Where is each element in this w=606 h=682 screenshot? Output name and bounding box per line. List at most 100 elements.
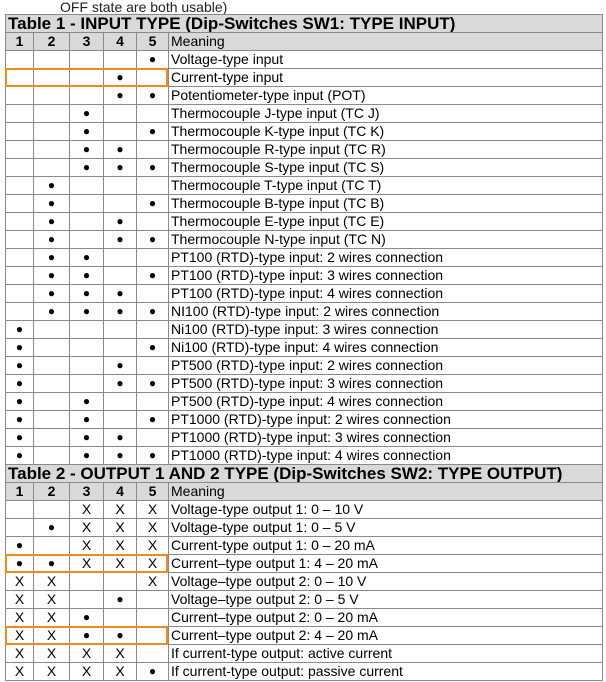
table-row: ● ● PT500 (RTD)-type input: 4 wires connec… (5, 392, 604, 411)
meaning-cell: Thermocouple R-type input (TC R) (167, 140, 604, 159)
meaning-cell: Current–type output 2: 0 – 20 mA (167, 608, 604, 627)
switch-4-cell: ● (103, 446, 137, 465)
switch-4-cell: X (103, 644, 137, 663)
switch-4-cell (103, 266, 137, 285)
table-title: Table 2 - OUTPUT 1 AND 2 TYPE (Dip-Switc… (4, 464, 604, 483)
switch-5-cell: ● (136, 158, 169, 177)
meaning-cell: PT100 (RTD)-type input: 3 wires connecti… (167, 266, 604, 285)
switch-1-cell: ● (5, 338, 34, 357)
meaning-cell: Current–type output 1: 4 – 20 mA (167, 554, 604, 573)
switch-5-cell: ● (136, 302, 169, 321)
switch-2-cell: ● (33, 248, 70, 267)
switch-3-cell (69, 338, 104, 357)
switch-5-cell (136, 356, 169, 375)
switch-3-cell: X (69, 536, 104, 555)
column-header: 2 (33, 32, 70, 51)
switch-1-cell (5, 140, 34, 159)
switch-2-cell: ● (33, 176, 70, 195)
switch-1-cell (5, 518, 34, 537)
switch-1-cell (5, 248, 34, 267)
table-row: ● ● ● PT500 (RTD)-type input: 3 wires conne… (5, 374, 604, 393)
meaning-cell: PT1000 (RTD)-type input: 2 wires connect… (167, 410, 604, 429)
switch-1-cell: X (5, 644, 34, 663)
switch-3-cell (69, 356, 104, 375)
table-row: ● ● ● PT1000 (RTD)-type input: 3 wires conn… (5, 428, 604, 447)
switch-1-cell: X (5, 662, 34, 681)
switch-5-cell (136, 140, 169, 159)
meaning-cell: Current-type output 1: 0 – 20 mA (167, 536, 604, 555)
switch-5-cell (136, 212, 169, 231)
switch-3-cell (69, 176, 104, 195)
table-row: ● ● Thermocouple R-type input (TC R) (5, 140, 604, 159)
column-header: 2 (33, 482, 70, 501)
switch-3-cell (69, 86, 104, 105)
switch-5-cell (136, 248, 169, 267)
table-row: ● ● PT100 (RTD)-type input: 2 wires connec… (5, 248, 604, 267)
table-row: X X X Voltage-type output 1: 0 – 10 V (5, 500, 604, 519)
switch-4-cell: X (103, 518, 137, 537)
table-row: ● X X X Voltage-type output 1: 0 – 5 V (5, 518, 604, 537)
switch-2-cell (33, 374, 70, 393)
column-header: 1 (5, 32, 34, 51)
table1-table: Table 1 - INPUT TYPE (Dip-Switches SW1: … (4, 14, 604, 465)
switch-3-cell: X (69, 662, 104, 681)
switch-2-cell: ● (33, 518, 70, 537)
switch-3-cell (69, 68, 104, 87)
switch-2-cell (33, 86, 70, 105)
table-row: ● ● Thermocouple E-type input (TC E) (5, 212, 604, 231)
switch-5-cell (136, 68, 169, 87)
switch-1-cell (5, 68, 34, 87)
switch-5-cell: ● (136, 194, 169, 213)
table-row: ● Ni100 (RTD)-type input: 3 wires connect… (5, 320, 604, 339)
switch-2-cell: ● (33, 230, 70, 249)
switch-5-cell: X (136, 518, 169, 537)
table-row: X X ● Voltage–type output 2: 0 – 5 V (5, 590, 604, 609)
switch-5-cell: X (136, 536, 169, 555)
table-row: ● ● ● ● NI100 (RTD)-type input: 2 wires conn… (5, 302, 604, 321)
switch-3-cell: X (69, 500, 104, 519)
switch-4-cell: X (103, 536, 137, 555)
switch-3-cell (69, 572, 104, 591)
switch-1-cell (5, 50, 34, 69)
switch-4-cell: ● (103, 86, 137, 105)
switch-5-cell: ● (136, 122, 169, 141)
table-row: ● ● ● PT100 (RTD)-type input: 4 wires conne… (5, 284, 604, 303)
column-header: 3 (69, 32, 104, 51)
switch-1-cell (5, 176, 34, 195)
switch-4-cell: X (103, 554, 137, 573)
switch-2-cell (33, 446, 70, 465)
switch-2-cell (33, 50, 70, 69)
switch-2-cell: ● (33, 554, 70, 573)
switch-4-cell: ● (103, 374, 137, 393)
switch-1-cell (5, 266, 34, 285)
switch-4-cell: ● (103, 302, 137, 321)
switch-4-cell: ● (103, 590, 137, 609)
table-row: ● Thermocouple T-type input (TC T) (5, 176, 604, 195)
switch-5-cell (136, 392, 169, 411)
table-row: ● ● ● Thermocouple N-type input (TC N) (5, 230, 604, 249)
switch-3-cell: ● (69, 392, 104, 411)
switch-1-cell (5, 230, 34, 249)
switch-1-cell (5, 158, 34, 177)
meaning-cell: Thermocouple B-type input (TC B) (167, 194, 604, 213)
switch-5-cell: ● (136, 266, 169, 285)
switch-2-cell (33, 338, 70, 357)
table-header-row: 1 2 3 4 5 Meaning (5, 32, 604, 51)
meaning-cell: Thermocouple T-type input (TC T) (167, 176, 604, 195)
meaning-cell: Ni100 (RTD)-type input: 3 wires connecti… (167, 320, 604, 339)
meaning-cell: Thermocouple E-type input (TC E) (167, 212, 604, 231)
switch-1-cell: X (5, 572, 34, 591)
table-row: ● ● Ni100 (RTD)-type input: 4 wires connec… (5, 338, 604, 357)
switch-4-cell (103, 410, 137, 429)
meaning-cell: PT1000 (RTD)-type input: 4 wires connect… (167, 446, 604, 465)
switch-2-cell (33, 500, 70, 519)
column-header: 4 (103, 482, 137, 501)
switch-3-cell: ● (69, 122, 104, 141)
meaning-cell: Thermocouple J-type input (TC J) (167, 104, 604, 123)
switch-4-cell: ● (103, 140, 137, 159)
switch-1-cell (5, 212, 34, 231)
column-header: 4 (103, 32, 137, 51)
switch-5-cell (136, 428, 169, 447)
switch-5-cell: ● (136, 86, 169, 105)
table-row: X X X X If current-type output: active curre… (5, 644, 604, 663)
